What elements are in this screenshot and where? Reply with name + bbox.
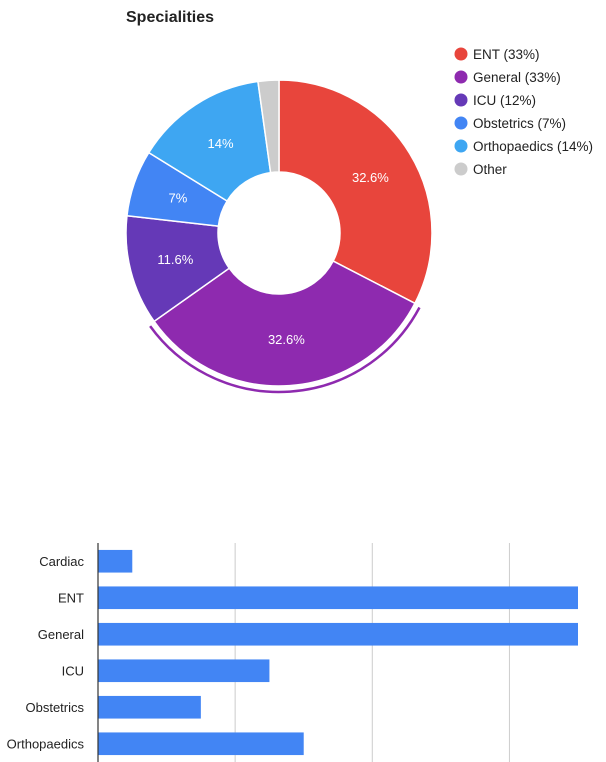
donut-chart: 32.6% 32.6% 11.6% 7% 14% bbox=[125, 79, 433, 394]
legend-item-ent[interactable]: ENT (33%) bbox=[454, 47, 540, 62]
legend-item-icu[interactable]: ICU (12%) bbox=[454, 93, 537, 108]
legend-marker bbox=[454, 70, 468, 84]
pie-slice-other[interactable] bbox=[257, 79, 280, 174]
pie-slice-ent[interactable] bbox=[278, 79, 433, 305]
pie-slice-label: 7% bbox=[168, 191, 187, 206]
pie-slice-label: 14% bbox=[208, 136, 234, 151]
legend-marker bbox=[454, 93, 468, 107]
legend-label: ICU (12%) bbox=[473, 93, 536, 108]
bar-category-label: ICU bbox=[62, 663, 84, 678]
pie-slice-orthopaedics[interactable] bbox=[147, 80, 272, 202]
legend-label: General (33%) bbox=[473, 70, 561, 85]
legend-marker bbox=[454, 116, 468, 130]
legend-item-general[interactable]: General (33%) bbox=[454, 70, 561, 85]
legend-label: ENT (33%) bbox=[473, 47, 540, 62]
bar-category-label: ENT bbox=[58, 590, 84, 605]
bar-general[interactable] bbox=[98, 622, 578, 646]
bar-ent[interactable] bbox=[98, 586, 578, 610]
bar-category-label: Obstetrics bbox=[25, 700, 84, 715]
legend-label: Other bbox=[473, 162, 507, 177]
legend-marker bbox=[454, 47, 468, 61]
bar-icu[interactable] bbox=[98, 659, 270, 683]
bar-chart: Cardiac ENT General ICU Obstetrics Orthopaedi… bbox=[7, 543, 578, 762]
pie-slice-general[interactable] bbox=[153, 260, 416, 387]
legend-label: Obstetrics (7%) bbox=[473, 116, 566, 131]
pie-slice-label: 11.6% bbox=[157, 252, 193, 267]
bar-category-label: Orthopaedics bbox=[7, 736, 85, 751]
bar-obstetrics[interactable] bbox=[98, 695, 201, 719]
legend-marker bbox=[454, 139, 468, 153]
legend-marker bbox=[454, 162, 468, 176]
pie-slice-label: 32.6% bbox=[352, 170, 389, 185]
bar-category-label: Cardiac bbox=[39, 554, 84, 569]
bar-cardiac[interactable] bbox=[98, 549, 133, 573]
pie-slice-highlight-general bbox=[149, 306, 421, 394]
bar-orthopaedics[interactable] bbox=[98, 732, 304, 756]
legend-label: Orthopaedics (14%) bbox=[473, 139, 593, 154]
pie-chart-title: Specialities bbox=[126, 9, 214, 26]
pie-slice-label: 32.6% bbox=[268, 332, 305, 347]
bar-category-label: General bbox=[38, 627, 84, 642]
legend-item-obstetrics[interactable]: Obstetrics (7%) bbox=[454, 116, 567, 131]
legend-item-other[interactable]: Other bbox=[454, 162, 508, 177]
legend-item-orthopaedics[interactable]: Orthopaedics (14%) bbox=[454, 139, 594, 154]
pie-legend: ENT (33%) General (33%) ICU (12%) Obstetric… bbox=[454, 47, 594, 177]
